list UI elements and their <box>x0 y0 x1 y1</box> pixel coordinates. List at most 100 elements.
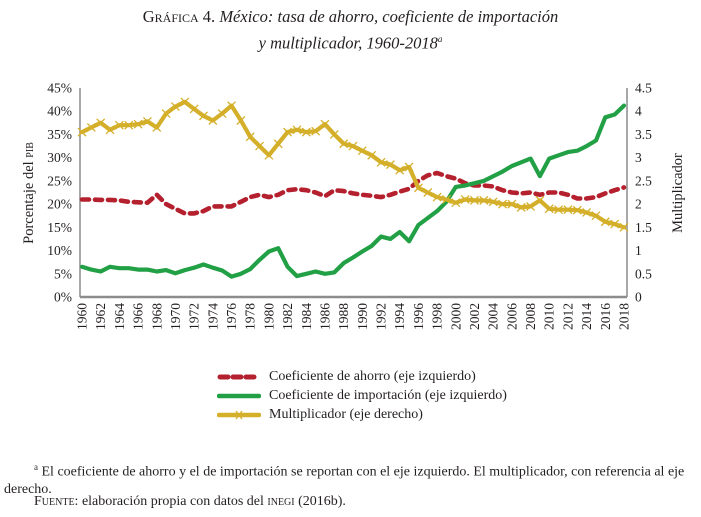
data-point-marker <box>619 222 629 232</box>
marker-stroke <box>170 102 180 112</box>
data-point-marker <box>77 127 87 137</box>
series-multiplicador <box>77 97 629 232</box>
legend-label-multiplicador: Multiplicador (eje derecho) <box>269 407 423 422</box>
marker-stroke <box>526 201 536 211</box>
marker-stroke <box>535 195 545 205</box>
y2-tick-label: 3.5 <box>635 127 652 142</box>
marker-stroke <box>264 150 274 160</box>
axes: 0% 5% 10% 15% 20% 25% 30% 35% 40% 45% 0 0.5 1 1.5 2 2.5… <box>47 81 652 331</box>
data-point-marker <box>96 118 106 128</box>
marker-stroke <box>105 125 115 135</box>
line-chart: 0% 5% 10% 15% 20% 25% 30% 35% 40% 45% 0 0.5 1 1.5 2 2.5… <box>21 81 686 331</box>
x-tick-label: 1988 <box>336 303 351 330</box>
data-point-marker <box>385 160 395 170</box>
marker-stroke <box>114 120 124 130</box>
series-line-ahorro <box>79 170 627 216</box>
y2-tick-label: 3 <box>635 150 642 165</box>
x-tick-label: 1980 <box>261 303 276 330</box>
marker-stroke <box>208 116 218 125</box>
x-tick-label: 1972 <box>187 303 202 330</box>
marker-stroke <box>404 162 414 172</box>
x-tick-label: 1996 <box>411 303 426 330</box>
legend-label-ahorro: Coeficiente de ahorro (eje izquierdo) <box>269 369 476 384</box>
marker-stroke <box>600 217 610 227</box>
data-point-marker <box>292 125 302 135</box>
data-point-marker <box>283 127 293 137</box>
y2-tick-label: 2.5 <box>635 173 652 188</box>
source-org: inegi <box>267 494 295 509</box>
source-label: Fuente: <box>34 494 79 509</box>
marker-stroke <box>395 165 405 175</box>
marker-stroke <box>152 123 162 132</box>
title-text-line-2: y multiplicador, 1960-2018 <box>258 33 438 53</box>
marker-stroke <box>619 222 629 232</box>
data-point-marker <box>544 204 554 214</box>
y-tick-label: 30% <box>47 150 72 165</box>
series-layer <box>77 97 629 279</box>
marker-stroke <box>544 204 554 214</box>
marker-stroke <box>451 198 461 208</box>
footnote-mark: a <box>34 462 38 472</box>
data-point-marker <box>320 119 330 129</box>
y-axis-label-text: Porcentaje del <box>21 158 37 244</box>
data-point-marker <box>572 205 582 215</box>
marker-stroke <box>180 97 190 107</box>
y-tick-label: 0% <box>54 290 72 305</box>
marker-stroke <box>227 101 236 111</box>
data-point-marker <box>432 192 442 202</box>
data-point-marker <box>554 205 564 215</box>
x-tick-label: 2010 <box>542 303 557 330</box>
marker-stroke <box>320 119 330 129</box>
data-point-marker <box>217 109 227 119</box>
x-tick-label: 1964 <box>112 303 127 330</box>
data-point-marker <box>255 141 265 151</box>
series-line-importacion <box>79 103 627 279</box>
data-point-marker <box>357 146 367 156</box>
marker-stroke <box>554 205 564 215</box>
marker-stroke <box>423 188 433 197</box>
x-tick-label: 2006 <box>504 303 519 330</box>
data-point-marker <box>245 132 255 142</box>
x-tick-label: 2000 <box>448 303 463 330</box>
x-tick-label: 1982 <box>280 303 295 330</box>
marker-stroke <box>301 127 311 137</box>
data-point-marker <box>600 217 610 227</box>
data-point-marker <box>591 211 601 221</box>
data-point-marker <box>488 197 498 207</box>
marker-stroke <box>77 127 87 137</box>
data-point-marker <box>227 101 236 111</box>
data-point-marker <box>86 123 96 132</box>
x-tick-label: 1966 <box>131 303 146 330</box>
source-text: elaboración propia con datos del <box>78 494 268 509</box>
x-tick-label: 1960 <box>75 303 90 330</box>
source-tail: (2016b). <box>294 494 346 509</box>
marker-stroke <box>217 109 227 119</box>
marker-stroke <box>460 195 470 204</box>
x-tick-label: 2008 <box>523 303 538 330</box>
legend-item-ahorro: Coeficiente de ahorro (eje izquierdo) <box>217 367 507 386</box>
x-tick-label: 1986 <box>317 303 332 330</box>
data-point-marker <box>460 195 470 204</box>
data-point-marker <box>376 157 386 167</box>
marker-stroke <box>142 116 152 126</box>
y2-tick-label: 0.5 <box>635 266 652 281</box>
marker-stroke <box>96 118 106 128</box>
marker-stroke <box>441 195 451 204</box>
marker-stroke <box>199 111 208 121</box>
data-point-marker <box>124 120 134 130</box>
marker-stroke <box>283 127 293 137</box>
y-axis-label: Porcentaje del pib <box>21 142 37 244</box>
marker-stroke <box>367 150 377 160</box>
marker-stroke <box>413 183 423 193</box>
x-tick-label: 2014 <box>579 303 594 330</box>
marker-stroke <box>236 116 246 125</box>
y-tick-label: 35% <box>47 127 72 142</box>
marker-stroke <box>591 211 601 221</box>
footnote-text: El coeficiente de ahorro y el de importa… <box>4 464 685 497</box>
data-point-marker <box>413 183 423 193</box>
y2-tick-label: 4.5 <box>635 81 652 96</box>
y2-tick-label: 2 <box>635 197 642 212</box>
title-text-line-1: México: tasa de ahorro, coeficiente de i… <box>219 7 559 26</box>
y2-tick-label: 0 <box>635 290 642 305</box>
data-point-marker <box>423 188 433 197</box>
